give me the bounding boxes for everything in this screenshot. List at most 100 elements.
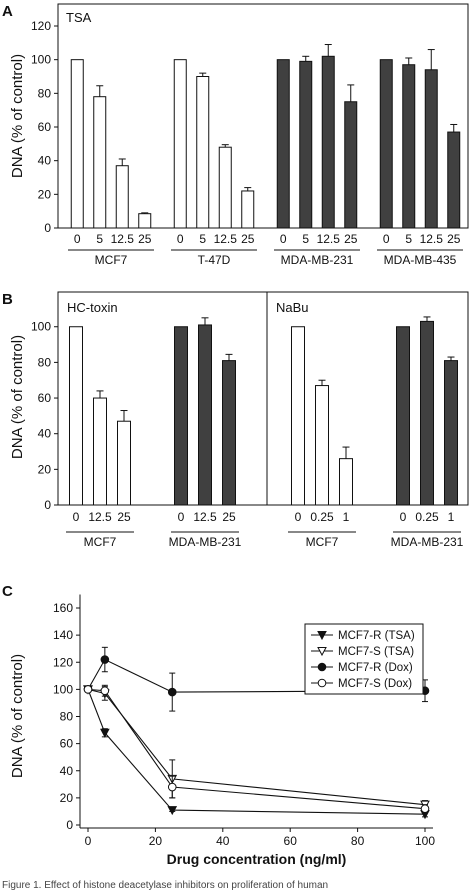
- y-tick-label: 20: [60, 791, 74, 805]
- legend: MCF7-R (TSA) MCF7-S (TSA) MCF7-R (Dox) MCF7…: [304, 623, 424, 695]
- group-label: MDA-MB-435: [384, 253, 457, 267]
- subpanel-title: NaBu: [276, 300, 309, 315]
- x-tick-label: 12.5: [420, 232, 444, 246]
- x-tick-label: 25: [138, 232, 152, 246]
- x-tick-label: 12.5: [111, 232, 135, 246]
- y-tick-label: 140: [53, 628, 73, 642]
- x-tick-label: 20: [149, 834, 163, 848]
- panel-label: B: [2, 291, 13, 308]
- legend-marker: [317, 647, 327, 657]
- panel-label: C: [2, 583, 13, 600]
- bar: [117, 420, 131, 506]
- x-tick-label: 25: [241, 232, 255, 246]
- bar: [402, 64, 416, 229]
- y-tick-label: 60: [60, 737, 74, 751]
- x-tick-label: 0.25: [415, 510, 439, 524]
- x-axis-label: Drug concentration (ng/ml): [167, 851, 347, 867]
- group-label: MCF7: [84, 535, 117, 549]
- x-tick-label: 0: [74, 232, 81, 246]
- x-tick-label: 0: [73, 510, 80, 524]
- y-tick-label: 40: [60, 764, 74, 778]
- legend-marker: [317, 631, 327, 641]
- x-tick-label: 60: [284, 834, 298, 848]
- group-label: MCF7: [95, 253, 128, 267]
- bar: [218, 146, 232, 229]
- legend-label: MCF7-S (Dox): [338, 678, 412, 690]
- bar: [222, 360, 236, 506]
- group-label: T-47D: [198, 253, 231, 267]
- series-line: [87, 688, 426, 810]
- plot-frame: [57, 3, 469, 229]
- data-point: [100, 655, 110, 664]
- y-tick-label: 0: [66, 818, 73, 832]
- y-tick-label: 80: [38, 355, 52, 369]
- series-line: [87, 689, 426, 815]
- legend-label: MCF7-R (TSA): [338, 630, 415, 642]
- y-tick-label: 0: [44, 221, 51, 235]
- bar: [299, 60, 313, 229]
- group-label: MDA-MB-231: [169, 535, 242, 549]
- x-tick-label: 100: [415, 834, 435, 848]
- panel-c: C 0 20 40 60 80 100 120 140 160 0 20 40 60 80 100 DNA (%…: [2, 583, 435, 867]
- y-tick-label: 160: [53, 601, 73, 615]
- x-tick-label: 40: [216, 834, 230, 848]
- y-axis-label: DNA (% of control): [9, 654, 26, 778]
- bar: [339, 458, 353, 506]
- series-line: [87, 658, 426, 693]
- data-point: [167, 687, 177, 697]
- x-tick-label: 25: [222, 510, 236, 524]
- bar: [69, 326, 83, 506]
- bar: [344, 101, 358, 229]
- group-label: MDA-MB-231: [391, 535, 464, 549]
- data-point: [100, 728, 110, 738]
- legend-label: MCF7-S (TSA): [338, 646, 414, 658]
- x-tick-label: 0: [178, 510, 185, 524]
- bar: [70, 59, 84, 229]
- y-tick-label: 0: [44, 498, 51, 512]
- x-tick-label: 80: [351, 834, 365, 848]
- x-tick-label: 0: [295, 510, 302, 524]
- x-tick-label: 12.5: [317, 232, 341, 246]
- panel-title: TSA: [66, 10, 92, 25]
- bar: [291, 326, 305, 506]
- x-tick-label: 0: [383, 232, 390, 246]
- bar: [379, 59, 393, 229]
- group-label: MCF7: [306, 535, 339, 549]
- series-line: [87, 688, 426, 806]
- bar: [196, 76, 210, 229]
- bar: [276, 59, 290, 229]
- x-tick-label: 0: [400, 510, 407, 524]
- bar: [93, 397, 107, 506]
- legend-marker: [317, 662, 327, 672]
- data-point: [167, 782, 177, 792]
- x-tick-label: 0: [280, 232, 287, 246]
- data-point: [83, 685, 93, 694]
- x-tick-label: 25: [344, 232, 358, 246]
- subpanel-title: HC-toxin: [67, 300, 118, 315]
- y-tick-label: 40: [38, 154, 52, 168]
- x-tick-label: 25: [117, 510, 131, 524]
- bar: [447, 131, 461, 229]
- series-2: [83, 685, 430, 810]
- bar: [396, 326, 410, 506]
- x-tick-label: 5: [199, 232, 206, 246]
- bar: [315, 385, 329, 506]
- x-tick-label: 5: [96, 232, 103, 246]
- bar: [138, 213, 152, 229]
- y-tick-label: 100: [31, 320, 51, 334]
- legend-label: MCF7-R (Dox): [338, 662, 413, 674]
- bar: [424, 69, 438, 229]
- bar: [173, 59, 187, 229]
- data-point: [420, 804, 430, 814]
- x-tick-label: 12.5: [193, 510, 217, 524]
- x-tick-label: 5: [302, 232, 309, 246]
- y-tick-label: 40: [38, 427, 52, 441]
- y-tick-label: 120: [31, 19, 51, 33]
- series-3: [83, 646, 430, 712]
- y-tick-label: 20: [38, 462, 52, 476]
- series-1: [83, 685, 430, 820]
- x-tick-label: 12.5: [88, 510, 112, 524]
- x-tick-label: 1: [448, 510, 455, 524]
